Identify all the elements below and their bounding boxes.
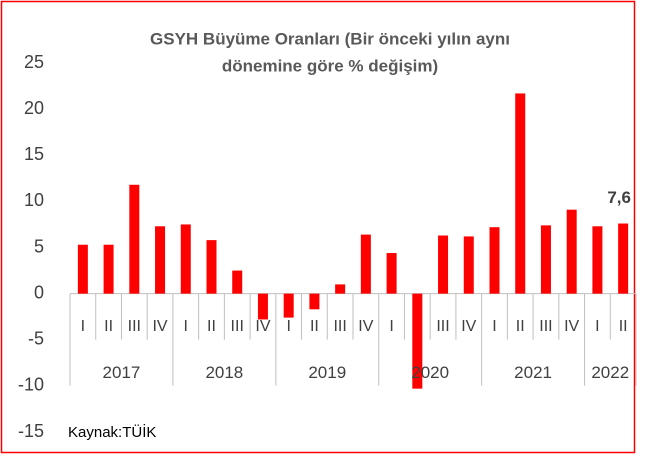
x-tick-label: II (310, 318, 319, 335)
bar (592, 226, 603, 294)
group-label: 2021 (514, 363, 552, 382)
bar (129, 184, 140, 294)
bar (412, 293, 423, 389)
bar (540, 225, 551, 294)
bar (206, 240, 217, 294)
bar (103, 244, 114, 294)
x-tick-label: II (104, 318, 113, 335)
x-tick-label: IV (461, 318, 476, 335)
bar (180, 224, 191, 294)
chart-border (0, 0, 636, 454)
bar (232, 270, 243, 294)
group-label: 2020 (411, 363, 449, 382)
x-tick-label: IV (358, 318, 373, 335)
bar (257, 293, 268, 320)
x-tick-label: I (81, 318, 85, 335)
group-label: 2017 (103, 363, 141, 382)
source: Kaynak:TÜİK (68, 423, 156, 441)
y-tick-label: 0 (34, 282, 44, 302)
bar (360, 234, 371, 294)
group-label: 2019 (308, 363, 346, 382)
x-tick-label: III (128, 318, 141, 335)
y-tick-label: 25 (24, 52, 44, 72)
y-tick-label: -15 (18, 421, 44, 441)
y-tick-label: -5 (28, 329, 44, 349)
bar (566, 209, 577, 294)
bar (618, 223, 629, 294)
bar (489, 227, 500, 294)
group-label: 2022 (591, 363, 629, 382)
x-tick-label: II (619, 318, 628, 335)
bar (77, 244, 88, 294)
chart-title: dönemine göre % değişim) (222, 56, 438, 75)
x-tick-label: I (184, 318, 188, 335)
group-label: 2018 (205, 363, 243, 382)
x-tick-label: II (516, 318, 525, 335)
y-tick-label: 15 (24, 144, 44, 164)
bar (309, 293, 320, 310)
x-tick-label: I (286, 318, 290, 335)
x-tick-label: III (231, 318, 244, 335)
x-tick-label: IV (564, 318, 579, 335)
bar (283, 293, 294, 318)
chart-title: GSYH Büyüme Oranları (Bir önceki yılın a… (150, 29, 510, 48)
x-tick-label: III (539, 318, 552, 335)
bar (515, 93, 526, 294)
x-tick-label: III (333, 318, 346, 335)
y-tick-label: 10 (24, 190, 44, 210)
y-tick-label: -10 (18, 375, 44, 395)
x-tick-label: IV (152, 318, 167, 335)
x-tick-label: IV (255, 318, 270, 335)
x-tick-label: I (595, 318, 599, 335)
x-tick-label: II (207, 318, 216, 335)
bar (335, 284, 346, 294)
bar (155, 226, 166, 294)
y-tick-label: 20 (24, 98, 44, 118)
x-tick-label: III (436, 318, 449, 335)
bar (463, 236, 474, 294)
bar (386, 253, 397, 294)
x-tick-label: I (492, 318, 496, 335)
bar (438, 235, 449, 294)
x-tick-label: I (389, 318, 393, 335)
y-tick-label: 5 (34, 236, 44, 256)
data-label: 7,6 (607, 188, 631, 207)
